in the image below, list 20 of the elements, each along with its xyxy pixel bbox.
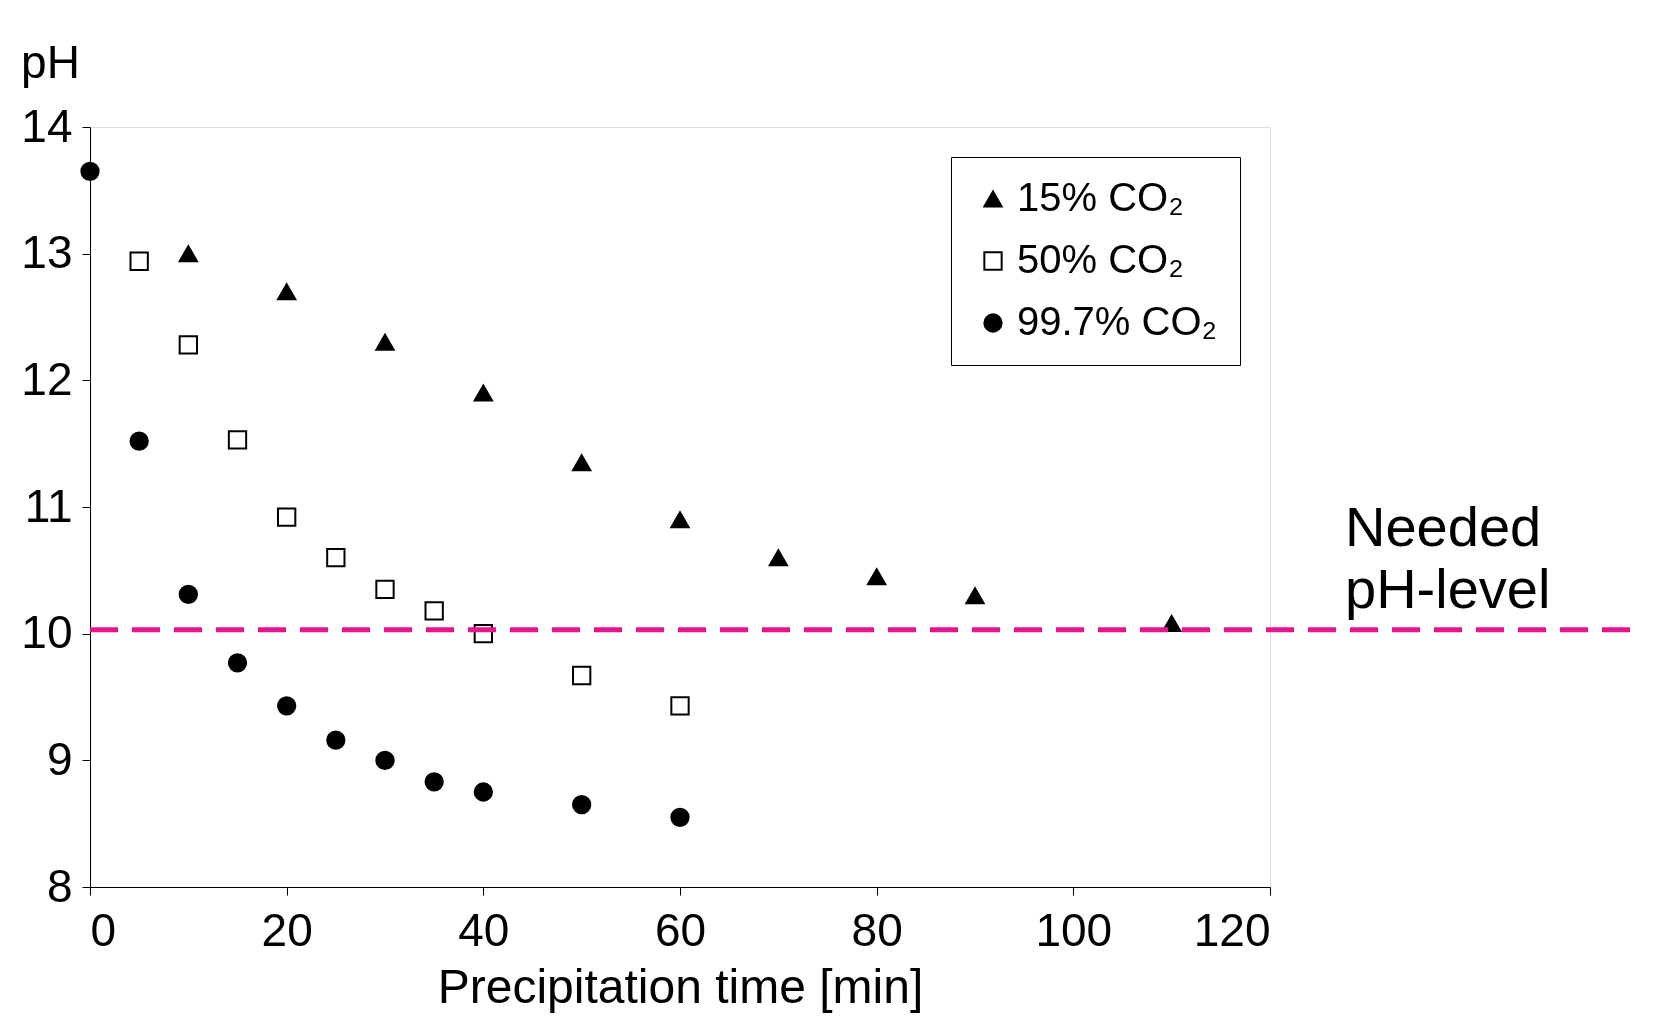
y-tick-label: 11 bbox=[24, 479, 73, 532]
x-tick-label: 100 bbox=[1035, 903, 1113, 956]
ref-line-label: Needed pH-level bbox=[1345, 494, 1551, 620]
x-tick-label: 60 bbox=[654, 903, 707, 956]
y-tick-label: 12 bbox=[21, 352, 73, 405]
y-tick-label: 8 bbox=[46, 859, 73, 912]
legend-label: 15% CO₂ bbox=[1017, 175, 1184, 219]
x-tick-label: 40 bbox=[458, 903, 510, 956]
x-tick-label: 20 bbox=[261, 903, 313, 956]
y-tick-label: 9 bbox=[46, 732, 73, 785]
y-tick-label: 13 bbox=[21, 226, 73, 279]
legend-label: 99.7% CO₂ bbox=[1017, 299, 1218, 343]
legend-label: 50% CO₂ bbox=[1017, 237, 1184, 281]
x-tick-label: 0 bbox=[90, 903, 117, 956]
x-tick-label: 80 bbox=[851, 903, 903, 956]
y-tick-label: 10 bbox=[21, 606, 73, 659]
y-tick-label: 14 bbox=[21, 99, 73, 152]
x-tick-label: 120 bbox=[1193, 903, 1271, 956]
y-axis-title: pH bbox=[21, 35, 80, 88]
x-axis-title: Precipitation time [min] bbox=[437, 959, 924, 1013]
